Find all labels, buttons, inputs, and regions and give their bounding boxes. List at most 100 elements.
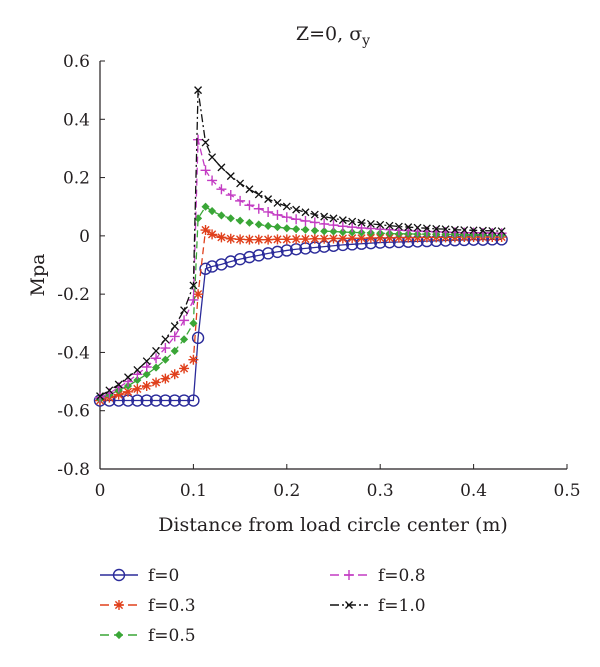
series-line bbox=[99, 205, 502, 400]
y-tick-label: 0.6 bbox=[63, 52, 90, 72]
y-tick-label: -0.8 bbox=[57, 460, 90, 480]
legend-label: f=0 bbox=[148, 566, 179, 586]
legend-item: f=0.5 bbox=[100, 626, 196, 646]
data-point bbox=[404, 223, 413, 232]
axes: -0.8 -0.6 -0.4 -0.2 0 0.2 0.4 0.6 0 0.1 0.2 0.3 0.4 0… bbox=[57, 52, 580, 501]
data-point bbox=[123, 386, 134, 397]
data-point bbox=[133, 365, 142, 374]
data-point bbox=[189, 281, 198, 290]
series-f=0.8 bbox=[95, 134, 507, 403]
data-point bbox=[310, 210, 319, 219]
data-point bbox=[309, 233, 320, 244]
data-point bbox=[413, 223, 422, 232]
data-point bbox=[301, 208, 310, 217]
legend-marker bbox=[344, 570, 354, 580]
x-tick-label: 0.4 bbox=[460, 481, 487, 501]
y-tick-label: 0.2 bbox=[63, 169, 90, 189]
data-point bbox=[300, 215, 311, 226]
data-point bbox=[217, 211, 226, 220]
y-tick-label: 0 bbox=[79, 227, 90, 247]
data-point bbox=[253, 203, 264, 214]
data-point bbox=[216, 184, 227, 195]
data-point bbox=[226, 214, 235, 223]
data-point bbox=[201, 202, 210, 211]
data-point bbox=[216, 232, 227, 243]
series-line bbox=[100, 238, 502, 402]
data-point bbox=[291, 214, 302, 225]
data-point bbox=[193, 289, 204, 300]
data-point bbox=[142, 357, 151, 366]
data-point bbox=[235, 195, 246, 206]
data-point bbox=[142, 370, 151, 379]
legend-label: f=0.5 bbox=[148, 626, 196, 646]
y-tick-label: 0.4 bbox=[63, 110, 90, 130]
data-point bbox=[261, 247, 275, 260]
data-point bbox=[310, 226, 319, 235]
x-tick-label: 0.1 bbox=[180, 481, 207, 501]
data-point bbox=[151, 363, 161, 372]
y-axis-label: Mpa bbox=[27, 254, 49, 297]
data-point bbox=[252, 249, 265, 262]
data-point bbox=[487, 227, 498, 238]
data-point bbox=[131, 394, 144, 407]
data-point bbox=[254, 220, 263, 229]
data-point bbox=[300, 234, 311, 245]
data-point bbox=[469, 226, 478, 235]
data-point bbox=[320, 227, 329, 236]
series-f=0.5 bbox=[95, 202, 506, 404]
data-point bbox=[477, 227, 488, 238]
data-point bbox=[245, 185, 254, 194]
data-point bbox=[272, 209, 283, 220]
data-point bbox=[179, 335, 189, 344]
data-point bbox=[226, 172, 235, 181]
data-point bbox=[132, 369, 143, 380]
data-point bbox=[357, 218, 366, 227]
data-point bbox=[151, 353, 162, 364]
chart-title: Z=0, σy bbox=[296, 23, 370, 49]
data-point bbox=[273, 223, 282, 232]
data-point bbox=[132, 383, 143, 394]
data-point bbox=[497, 227, 506, 236]
data-point bbox=[253, 234, 264, 245]
legend: f=0 f=0.3 f=0.5 f=0.8 f=1.0 bbox=[100, 566, 426, 646]
data-point bbox=[199, 262, 212, 275]
x-axis-label: Distance from load circle center (m) bbox=[158, 514, 508, 536]
data-point bbox=[160, 343, 171, 354]
data-point bbox=[385, 221, 394, 230]
data-point bbox=[179, 315, 190, 326]
legend-item: f=0 bbox=[100, 566, 179, 586]
data-point bbox=[338, 228, 347, 237]
data-point bbox=[152, 347, 160, 355]
data-point bbox=[170, 322, 179, 331]
legend-item: f=1.0 bbox=[330, 596, 426, 616]
data-point bbox=[478, 226, 487, 235]
data-point bbox=[244, 234, 255, 245]
data-point bbox=[180, 306, 189, 315]
data-point bbox=[233, 252, 247, 266]
data-point bbox=[450, 225, 459, 234]
data-point bbox=[441, 225, 450, 234]
y-tick-label: -0.4 bbox=[57, 343, 90, 363]
y-tick-label: -0.6 bbox=[57, 402, 90, 422]
data-point bbox=[188, 294, 199, 305]
data-point bbox=[193, 134, 204, 145]
y-tick-label: -0.2 bbox=[57, 285, 90, 305]
x-tick-label: 0.3 bbox=[367, 481, 394, 501]
data-point bbox=[254, 190, 263, 199]
data-point bbox=[280, 244, 293, 257]
legend-label: f=0.8 bbox=[378, 566, 426, 586]
data-point bbox=[375, 224, 386, 235]
data-point bbox=[236, 216, 245, 225]
data-point bbox=[356, 233, 367, 244]
series-f=1.0 bbox=[96, 86, 506, 401]
data-point bbox=[320, 212, 329, 221]
data-point bbox=[348, 228, 357, 237]
data-point bbox=[244, 200, 255, 211]
data-point bbox=[282, 202, 291, 211]
data-point bbox=[141, 380, 152, 391]
data-point bbox=[281, 234, 292, 245]
data-point bbox=[224, 255, 237, 268]
data-point bbox=[189, 319, 198, 328]
legend-label: f=1.0 bbox=[378, 596, 426, 616]
x-tick-label: 0 bbox=[95, 481, 106, 501]
